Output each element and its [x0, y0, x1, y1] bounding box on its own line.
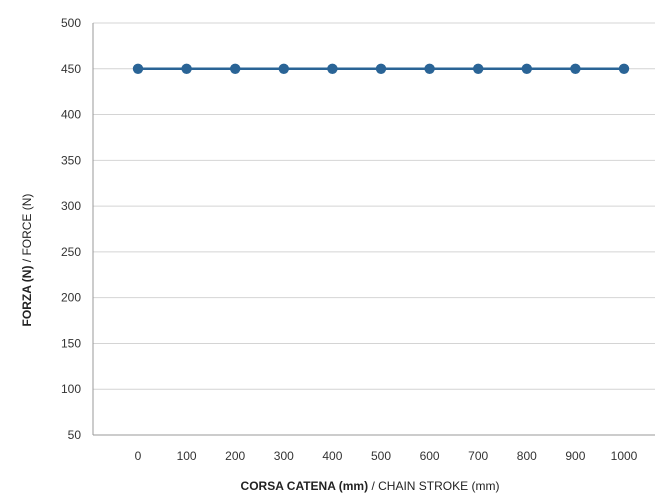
data-point	[181, 63, 192, 74]
y-tick-label: 450	[61, 62, 81, 76]
data-point	[230, 63, 241, 74]
y-tick-label: 150	[61, 336, 81, 350]
y-tick-label: 400	[61, 108, 81, 122]
data-point	[521, 63, 532, 74]
y-axis-title: FORZA (N) / FORCE (N)	[20, 194, 34, 327]
x-tick-label: 400	[322, 449, 342, 463]
x-axis-title-main: CORSA CATENA (mm)	[241, 479, 369, 493]
data-point	[327, 63, 338, 74]
gridlines	[93, 22, 655, 390]
x-axis-title: CORSA CATENA (mm) / CHAIN STROKE (mm)	[241, 479, 500, 493]
series-layer	[132, 63, 630, 74]
y-tick-label: 300	[61, 199, 81, 213]
y-tick-label: 500	[61, 16, 81, 30]
x-tick-label: 0	[135, 449, 142, 463]
x-tick-label: 900	[565, 449, 585, 463]
x-tick-label: 300	[274, 449, 294, 463]
data-point	[473, 63, 484, 74]
x-tick-label: 700	[468, 449, 488, 463]
x-tick-label: 200	[225, 449, 245, 463]
x-tick-label: 800	[517, 449, 537, 463]
x-tick-label: 1000	[611, 449, 638, 463]
y-tick-label: 350	[61, 153, 81, 167]
y-axis-title-main: FORZA (N)	[20, 266, 34, 327]
x-axis-title-secondary: / CHAIN STROKE (mm)	[368, 479, 499, 493]
data-point	[570, 63, 581, 74]
y-tick-label: 200	[61, 291, 81, 305]
y-tick-labels: 50 100 150 200 250 300 350 400 450 500	[61, 16, 81, 442]
data-point	[132, 63, 144, 74]
y-axis-title-secondary: / FORCE (N)	[20, 194, 34, 266]
x-tick-labels: 0 100 200 300 400 500 600 700 800 900 1000	[135, 449, 638, 463]
data-point	[278, 63, 289, 74]
x-tick-label: 100	[177, 449, 197, 463]
axes	[92, 23, 655, 436]
data-point	[375, 63, 387, 74]
data-point	[424, 63, 435, 74]
data-point	[618, 63, 630, 74]
x-tick-label: 600	[420, 449, 440, 463]
y-tick-label: 100	[61, 382, 81, 396]
x-tick-label: 500	[371, 449, 391, 463]
y-tick-label: 250	[61, 245, 81, 259]
y-tick-label: 50	[68, 428, 82, 442]
